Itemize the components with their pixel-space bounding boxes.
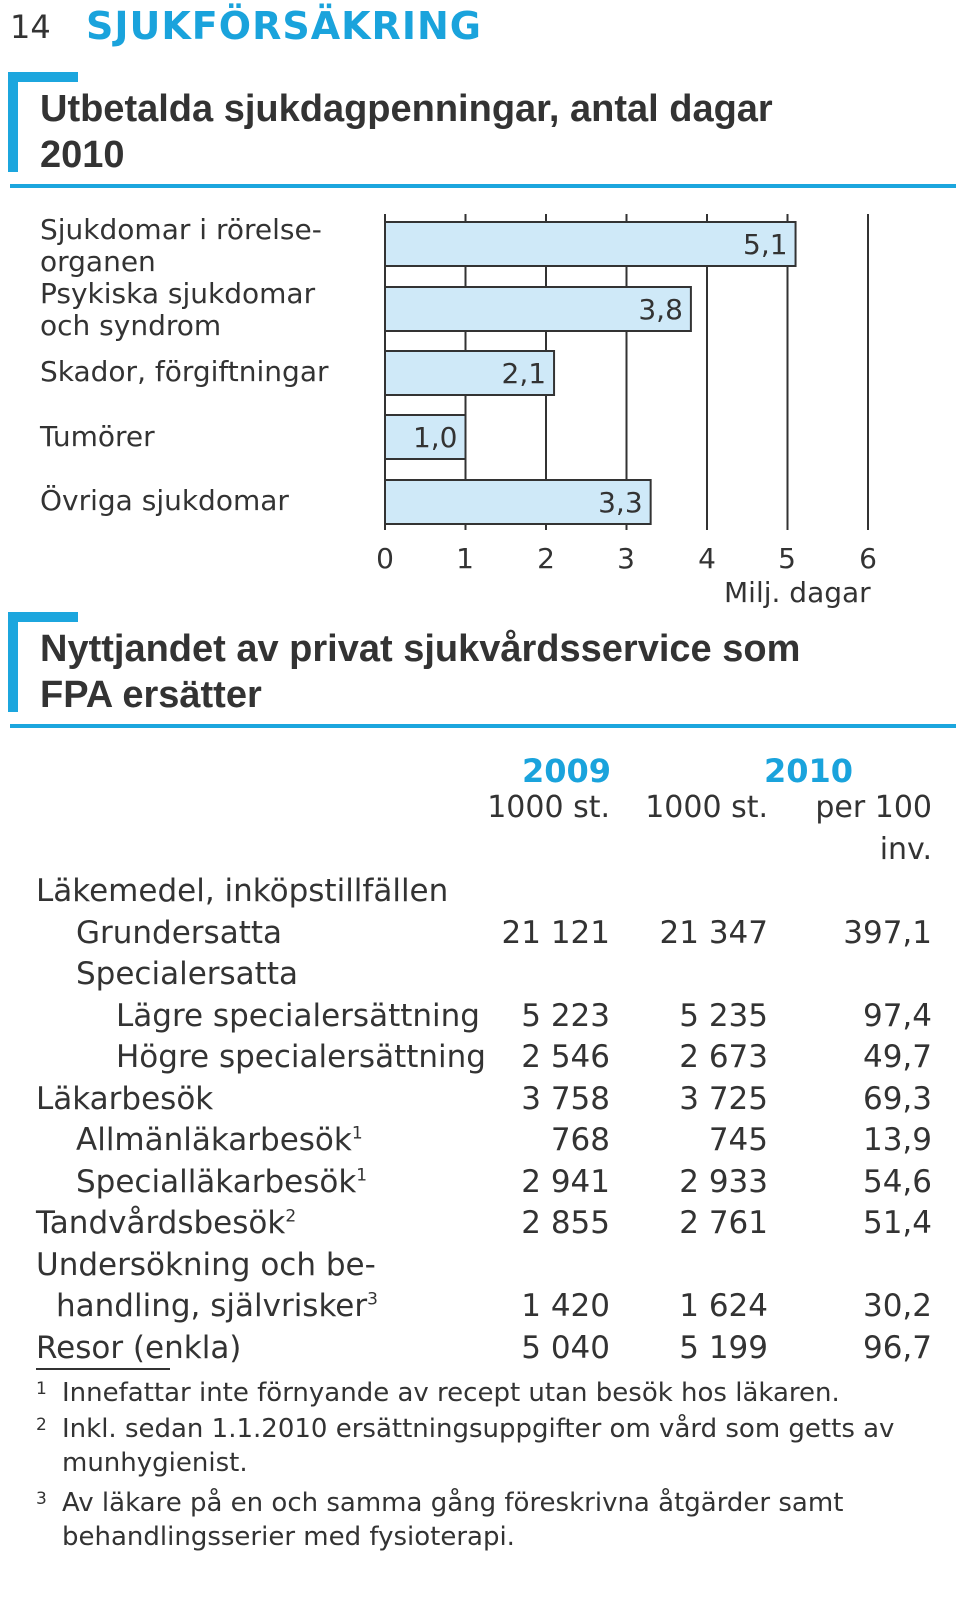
table-row-label: Allmänläkarbesök1 [76, 1122, 363, 1158]
footnote-reference: 1 [351, 1123, 363, 1144]
table-cell: 5 235 [679, 997, 768, 1034]
table-title-accent-stem [8, 612, 18, 712]
table-cell: 21 347 [659, 914, 768, 951]
year-heading-2010: 2010 [764, 752, 854, 790]
table-cell: 768 [550, 1122, 610, 1158]
table-cell: 5 223 [521, 997, 610, 1034]
chart-title-line-2: 2010 [40, 134, 125, 176]
footnote-reference: 2 [285, 1206, 297, 1227]
table-row-label: handling, självrisker3 [56, 1288, 378, 1324]
table-cell: 13,9 [862, 1122, 932, 1158]
table-cell: 69,3 [862, 1080, 932, 1117]
table-cell: 2 761 [679, 1205, 768, 1241]
bar-value-label: 2,1 [502, 357, 547, 390]
footnote: 2 Inkl. sedan 1.1.2010 ersättningsuppgift… [36, 1412, 936, 1480]
footnote-reference: 1 [356, 1165, 368, 1186]
table-title-line-1: Nyttjandet av privat sjukvårdsservice so… [40, 628, 801, 670]
footnote: 3 Av läkare på en och samma gång föreskri… [36, 1486, 936, 1554]
column-heading: inv. [879, 832, 932, 867]
chart-title-rule [10, 184, 956, 188]
table-row-label: Specialläkarbesök1 [76, 1163, 368, 1200]
category-label: Övriga sjukdomar [40, 484, 289, 517]
bar [384, 479, 652, 525]
chart-title-line-1: Utbetalda sjukdagpenningar, antal dagar [40, 88, 773, 130]
table-title-accent-bar [8, 612, 78, 622]
x-tick-label: 5 [778, 542, 796, 575]
bar-value-label: 3,3 [598, 486, 643, 519]
table-row-label: Specialersatta [76, 956, 298, 992]
table-cell: 96,7 [862, 1329, 932, 1366]
table-title-rule [10, 724, 956, 728]
footnote-reference: 3 [367, 1289, 378, 1310]
bar [384, 414, 467, 460]
table-cell: 2 933 [679, 1163, 768, 1200]
table-row-label: Grundersatta [76, 914, 283, 951]
table-cell: 5 199 [679, 1329, 768, 1366]
table-row-label: Tandvårdsbesök2 [36, 1205, 297, 1241]
bar [384, 286, 692, 332]
table-cell: 1 420 [521, 1288, 610, 1324]
x-axis-label: Milj. dagar [724, 576, 871, 609]
column-heading: 1000 st. [487, 790, 610, 825]
table-row-label: Läkemedel, inköpstillfällen [36, 873, 449, 909]
bar-chart: 5,1 3,8 2,1 1,0 3,3 [384, 214, 869, 530]
table-title-line-2: FPA ersätter [40, 674, 262, 716]
table-cell: 21 121 [501, 914, 610, 951]
table-cell: 3 758 [521, 1080, 610, 1117]
table-cell: 30,2 [862, 1288, 932, 1324]
footnote: 1 Innefattar inte förnyande av recept uta… [36, 1376, 936, 1410]
footnote-mark: 2 [36, 1415, 47, 1435]
table-row-label: Läkarbesök [36, 1080, 214, 1117]
category-label: Psykiska sjukdomar och syndrom [40, 277, 316, 342]
table-row-label: Resor (enkla) [36, 1329, 242, 1366]
table-cell: 2 855 [521, 1205, 610, 1241]
x-tick-label: 4 [698, 542, 716, 575]
page-number: 14 [10, 8, 51, 46]
bar [384, 221, 797, 267]
section-heading: SJUKFÖRSÄKRING [86, 4, 482, 48]
footnote-mark: 1 [36, 1379, 47, 1399]
year-heading-2009: 2009 [522, 752, 612, 790]
table-title: Nyttjandet av privat sjukvårdsservice so… [40, 626, 800, 718]
column-heading: 1000 st. [645, 790, 768, 825]
bar-value-label: 5,1 [743, 228, 788, 261]
chart-title-accent-stem [8, 72, 18, 172]
footnote-mark: 3 [36, 1489, 47, 1509]
category-label: Sjukdomar i rörelse- organen [40, 213, 322, 278]
footnote-text: Av läkare på en och samma gång föreskriv… [62, 1488, 844, 1552]
category-label: Skador, förgiftningar [40, 355, 329, 388]
bar-value-label: 3,8 [638, 293, 683, 326]
table-row-label: Lägre specialersättning [116, 997, 480, 1034]
table-cell: 2 673 [679, 1039, 768, 1075]
table-cell: 5 040 [521, 1329, 610, 1366]
x-tick-label: 3 [617, 542, 635, 575]
bar [384, 350, 556, 396]
table-cell: 97,4 [862, 997, 932, 1034]
table-cell: 2 546 [521, 1039, 610, 1075]
table-row-label: Undersökning och be- [36, 1246, 376, 1283]
x-tick-label: 2 [537, 542, 555, 575]
table-cell: 1 624 [679, 1288, 768, 1324]
table-cell: 397,1 [843, 914, 932, 951]
column-heading: per 100 [815, 790, 932, 825]
x-tick-label: 0 [376, 542, 394, 575]
table-cell: 49,7 [862, 1039, 932, 1075]
table-cell: 2 941 [521, 1163, 610, 1200]
x-tick-label: 6 [859, 542, 877, 575]
footnote-text: Innefattar inte förnyande av recept utan… [62, 1378, 840, 1408]
chart-title: Utbetalda sjukdagpenningar, antal dagar … [40, 86, 773, 178]
table-row-label: Högre specialersättning [116, 1039, 486, 1075]
x-tick-label: 1 [456, 542, 474, 575]
table-cell: 3 725 [679, 1080, 768, 1117]
table-bottom-rule [36, 1368, 170, 1370]
table-cell: 54,6 [862, 1163, 932, 1200]
category-label: Tumörer [40, 420, 155, 453]
bar-value-label: 1,0 [413, 421, 458, 454]
table-cell: 51,4 [862, 1205, 932, 1241]
footnote-text: Inkl. sedan 1.1.2010 ersättningsuppgifte… [62, 1414, 895, 1478]
chart-title-accent-bar [8, 72, 78, 82]
table-cell: 745 [708, 1122, 768, 1158]
